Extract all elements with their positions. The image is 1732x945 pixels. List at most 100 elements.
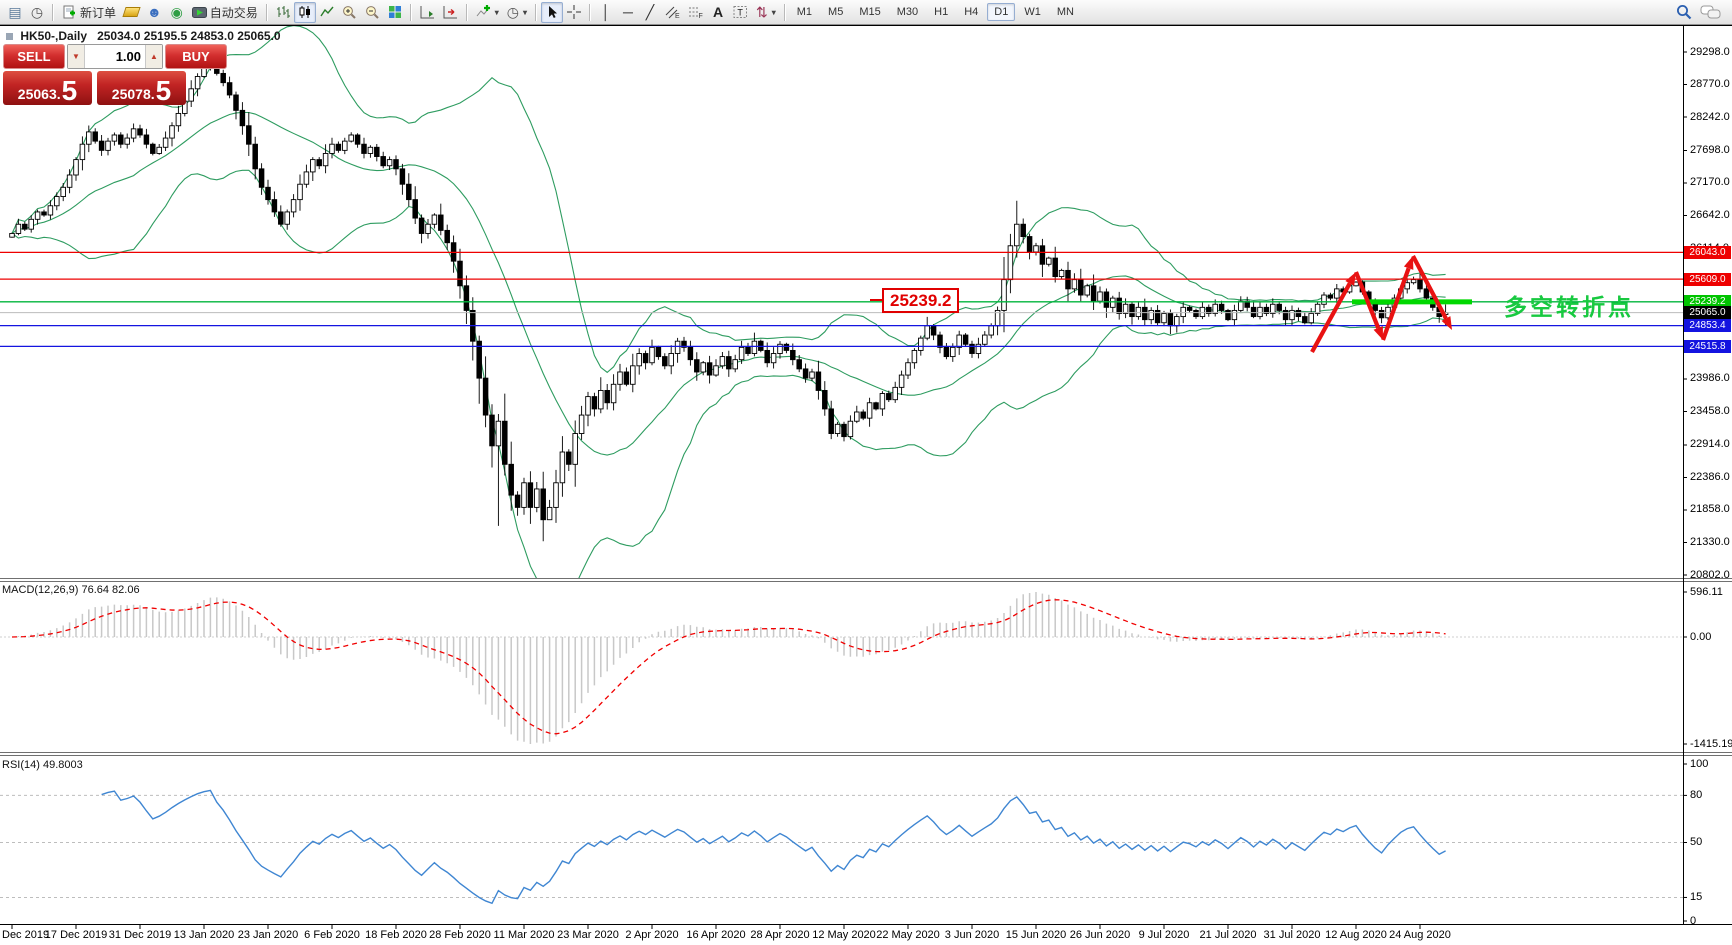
- bullish-candle: [905, 362, 911, 376]
- bearish-candle: [1154, 309, 1161, 324]
- bearish-candle: [118, 134, 124, 145]
- date-tick-label: 31 Dec 2019: [108, 929, 172, 941]
- new-order-button[interactable]: 新订单: [58, 2, 120, 23]
- bullish-candle: [559, 451, 566, 484]
- crosshair-tool-button[interactable]: [563, 2, 585, 23]
- bearish-candle: [1142, 306, 1148, 321]
- timeframe-MN[interactable]: MN: [1056, 6, 1074, 18]
- axis-tick-label: 50: [1690, 836, 1703, 848]
- bullish-candle: [546, 506, 553, 521]
- chart-shift-button[interactable]: [439, 2, 462, 23]
- cursor-tool-button[interactable]: [541, 1, 564, 23]
- bullish-candle: [809, 371, 815, 379]
- bullish-candle: [866, 402, 873, 419]
- text-tool[interactable]: A: [707, 2, 729, 23]
- bearish-candle: [502, 420, 508, 465]
- bearish-candle: [1263, 306, 1270, 314]
- chart-symbol-period: HK50-,Daily: [20, 29, 88, 43]
- bullish-candle: [956, 334, 962, 348]
- bearish-candle: [1417, 279, 1423, 290]
- deposit-button[interactable]: [120, 2, 143, 23]
- bullish-candle: [54, 196, 60, 207]
- zoom-out-button[interactable]: [361, 2, 384, 23]
- timeframe-H4[interactable]: H4: [964, 6, 979, 18]
- periods-button[interactable]: ◷ ▾: [503, 2, 531, 23]
- bearish-candle: [1186, 306, 1193, 311]
- timeframe-D1[interactable]: D1: [987, 3, 1016, 21]
- profile-button[interactable]: ☻: [143, 2, 166, 23]
- timeframe-W1[interactable]: W1: [1024, 6, 1041, 18]
- bearish-candle: [815, 371, 822, 391]
- buy-button[interactable]: BUY: [165, 44, 227, 69]
- auto-scroll-button[interactable]: [416, 2, 439, 23]
- sell-button[interactable]: SELL: [3, 44, 65, 69]
- vertical-line-tool[interactable]: │: [595, 2, 617, 23]
- bearish-candle: [374, 146, 380, 157]
- bearish-candle: [1276, 303, 1282, 311]
- bullish-candle: [1046, 257, 1052, 265]
- timeframe-H1[interactable]: H1: [934, 6, 949, 18]
- chat-icon[interactable]: [1700, 5, 1722, 20]
- bearish-candle: [943, 346, 950, 358]
- bullish-candle: [585, 396, 591, 416]
- rsi-line: [101, 789, 1446, 905]
- sell-price-box[interactable]: 25063. 5: [3, 71, 92, 105]
- tile-windows-button[interactable]: [384, 2, 406, 23]
- price-level-badge: 25239.2: [1684, 295, 1731, 309]
- bullish-candle: [610, 383, 617, 404]
- arrows-tool[interactable]: ⇅ ▾: [752, 2, 780, 23]
- timeframe-M15[interactable]: M15: [859, 6, 881, 18]
- bearish-candle: [393, 159, 399, 170]
- bullish-candle: [322, 152, 329, 167]
- volume-decrease-button[interactable]: ▼: [68, 45, 85, 68]
- bearish-candle: [1026, 236, 1033, 253]
- indicators-button[interactable]: ▾: [472, 2, 503, 23]
- bullish-candle: [649, 346, 655, 364]
- bearish-candle: [361, 143, 367, 154]
- hline-icon: ─: [623, 4, 633, 20]
- date-tick-label: 12 May 2020: [812, 929, 876, 941]
- axis-tick-label: 28770.0: [1690, 78, 1730, 90]
- bar-chart-button[interactable]: [272, 2, 294, 23]
- auto-scroll-icon: [420, 6, 434, 19]
- svg-text:F: F: [699, 13, 703, 19]
- timeframe-M30[interactable]: M30: [896, 6, 919, 18]
- date-tick-label: 6 Feb 2020: [304, 929, 360, 941]
- price-level-callout: 25239.2: [869, 288, 960, 313]
- auto-trading-button[interactable]: 自动交易: [188, 2, 262, 23]
- history-center-icon: ◷: [30, 4, 44, 20]
- bearish-candle: [662, 356, 668, 367]
- timeframe-M1[interactable]: M1: [796, 6, 813, 18]
- zoom-in-button[interactable]: [338, 2, 361, 23]
- horizontal-line-tool[interactable]: ─: [617, 2, 639, 23]
- bearish-candle: [873, 402, 879, 410]
- axis-tick-label: 26642.0: [1690, 208, 1730, 221]
- timeframe-M5[interactable]: M5: [828, 6, 844, 18]
- trendline-tool[interactable]: ╱: [639, 2, 661, 23]
- bearish-candle: [1103, 291, 1110, 308]
- bearish-candle: [226, 82, 233, 96]
- volume-increase-button[interactable]: ▲: [145, 45, 162, 68]
- volume-input[interactable]: [85, 45, 145, 68]
- text-label-tool[interactable]: T: [729, 2, 752, 23]
- bullish-candle: [386, 159, 393, 167]
- line-chart-button[interactable]: [316, 2, 338, 23]
- axis-tick-label: 28242.0: [1690, 110, 1730, 123]
- bullish-candle: [1314, 303, 1321, 314]
- new-order-icon: [63, 5, 75, 18]
- buy-price-big-digit: 5: [155, 75, 172, 106]
- channel-tool[interactable]: E: [661, 2, 684, 23]
- search-icon[interactable]: [1676, 4, 1692, 20]
- fibonacci-tool[interactable]: F: [684, 2, 707, 23]
- bearish-candle: [591, 396, 598, 410]
- bearish-candle: [150, 143, 156, 154]
- buy-price-box[interactable]: 25078. 5: [97, 71, 186, 105]
- candle-chart-button[interactable]: [293, 1, 316, 23]
- market-watch-button[interactable]: ▤: [4, 2, 26, 23]
- history-center-button[interactable]: ◷: [26, 2, 48, 23]
- date-tick-label: 28 Feb 2020: [429, 929, 491, 941]
- zoom-in-icon: [342, 5, 356, 19]
- news-signal-button[interactable]: ◉: [166, 2, 188, 23]
- bb-upper: [11, 25, 1446, 374]
